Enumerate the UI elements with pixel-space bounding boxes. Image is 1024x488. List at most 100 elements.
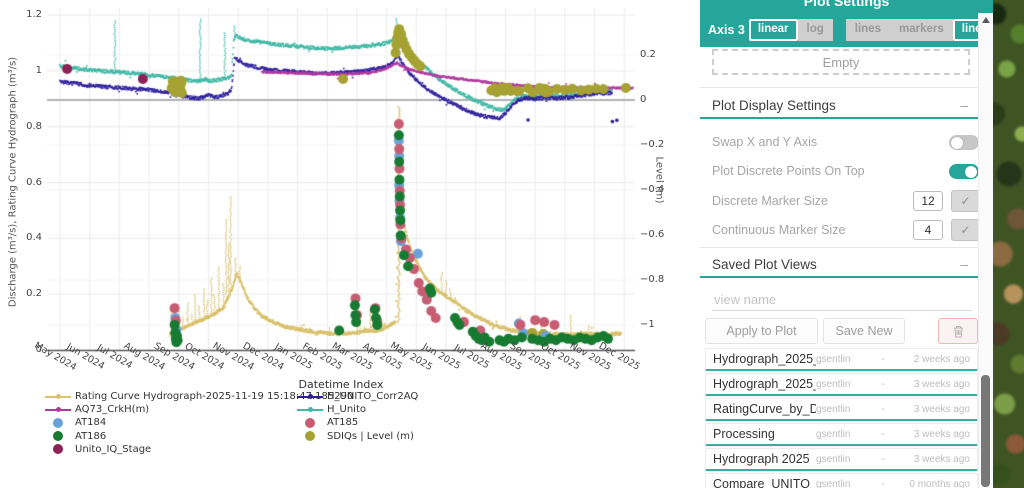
legend-label: H_Unito [327,404,366,416]
save-new-button[interactable]: Save New [823,318,905,344]
swap-axis-toggle[interactable] [949,135,979,150]
saved-views-list: Hydrograph_2025_wHUnitogsentlin-2 weeks … [705,348,978,488]
saved-view-rd: - [881,453,885,465]
saved-view-rd: - [881,403,885,415]
right-axis-title: Level (m) [653,156,665,204]
legend-item[interactable]: AQ73_CrkH(m) [45,404,149,415]
legend-swatch [297,417,323,428]
saved-view-row[interactable]: Compare_UNITO gsentlin - 0 months ago [705,473,978,488]
y-right-tick-label: −0.4 [640,184,665,195]
collapse-icon[interactable]: – [960,257,968,272]
saved-view-rn: Compare_UNITO [713,477,811,488]
section-title: Plot Display Settings [712,98,836,113]
scroll-up-arrow[interactable] [982,17,990,23]
legend-label: AT184 [75,417,107,429]
legend-item[interactable]: SDIQs | Level (m) [297,431,414,442]
section-underline [700,276,985,278]
saved-view-ra: 2 weeks ago [913,353,970,365]
plot-area: Discharge (m³/s), Rating Curve Hydrograp… [0,0,690,488]
view-name-input[interactable] [712,288,972,311]
collapse-icon[interactable]: – [960,98,968,113]
legend-item[interactable]: AT186 [45,431,106,442]
saved-view-rn: Processing [713,427,775,441]
legend-label: SDIQs | Level (m) [327,430,414,442]
saved-view-row[interactable]: Processing gsentlin - 3 weeks ago [705,423,978,446]
section-underline [700,117,985,119]
mode-option-markers[interactable]: markers [890,19,953,41]
legend-item[interactable]: AT185 [297,417,358,428]
divider [700,87,978,88]
plot-settings-panel: Plot Settings Axis 3 linear log lines mark… [700,0,1024,488]
legend-swatch [297,431,323,442]
section-title: Saved Plot Views [712,257,817,272]
legend-label: AQ73_CrkH(m) [75,404,150,416]
continuous-size-input[interactable] [913,220,943,240]
saved-view-ra: 3 weeks ago [913,403,970,415]
saved-view-row[interactable]: Hydrograph 2025 gsentlin - 3 weeks ago [705,448,978,471]
saved-view-row[interactable]: RatingCurve_by_Devicegsentlin - 3 weeks ag… [705,398,978,421]
toggle-knob [965,165,977,178]
discrete-size-input[interactable] [913,191,943,211]
mode-option-lines[interactable]: lines [845,19,890,41]
legend-label: AT185 [327,417,359,429]
saved-view-ra: 3 weeks ago [913,378,970,390]
y-right-tick-label: 0 [640,94,647,105]
y-left-tick-label: 0.2 [26,288,42,300]
saved-view-rn: Hydrograph_2025_wHUnito [713,352,816,366]
legend-swatch [45,392,71,402]
saved-plot-views-header: Saved Plot Views – [712,257,968,272]
y-right-tick-label: −0.2 [640,139,665,150]
saved-view-ra: 3 weeks ago [913,453,970,465]
y-left-tick-label: 0.6 [26,176,42,188]
x-axis-title: Datetime Index [298,378,384,391]
saved-view-ro: gsentlin [816,378,851,390]
y-right-tick-label: 0.2 [640,49,656,60]
legend-label: AT186 [75,430,107,442]
panel-scrollbar-thumb[interactable] [981,375,990,487]
y-right-tick-label: −1 [640,319,655,330]
legend-swatch [45,431,71,442]
saved-view-ra: 0 months ago [909,478,970,488]
discrete-size-apply-button[interactable]: ✓ [951,190,980,212]
scale-option-log[interactable]: log [797,19,833,41]
saved-view-rn: RatingCurve_by_Device [713,402,816,416]
foliage-image [993,0,1024,488]
saved-view-rd: - [881,428,885,440]
y-left-tick-label: 0.8 [26,120,42,132]
saved-view-row[interactable]: Hydrograph_2025_wECTgsentlin - 3 weeks ago [705,373,978,396]
legend-item[interactable]: Rating Curve Hydrograph-2025-11-19 15:18… [45,391,353,402]
plot-canvas[interactable] [0,0,690,488]
axis3-drop-zone[interactable]: Empty [712,49,970,75]
swap-axis-label: Swap X and Y Axis [712,135,818,149]
delete-view-button[interactable] [938,318,978,344]
axis3-label: Axis 3 [708,23,745,37]
saved-view-rd: - [881,353,885,365]
apply-to-plot-button[interactable]: Apply to Plot [705,318,818,344]
panel-title: Plot Settings [803,0,890,9]
legend-item[interactable]: H_UNITO_Corr2AQ [297,391,418,402]
discrete-on-top-label: Plot Discrete Points On Top [712,164,865,178]
legend-item[interactable]: H_Unito [297,404,366,415]
y-left-tick-label: 1 [35,65,42,76]
continuous-size-apply-button[interactable]: ✓ [951,219,980,241]
trash-icon [953,325,963,337]
legend-item[interactable]: AT184 [45,417,106,428]
saved-view-rd: - [881,478,885,488]
toggle-knob [951,136,963,149]
scale-option-linear[interactable]: linear [748,19,798,41]
legend-swatch [45,444,71,455]
saved-view-rn: Hydrograph_2025_wECT [713,377,816,391]
discrete-on-top-toggle[interactable] [949,164,979,179]
panel-scrollbar-track[interactable] [978,13,993,488]
axis-scale-segment: linear log [748,19,833,41]
legend-item[interactable]: Unito_IQ_Stage [45,444,151,455]
legend-swatch [45,417,71,428]
saved-view-row[interactable]: Hydrograph_2025_wHUnitogsentlin - 2 weeks … [705,348,978,371]
divider [700,247,978,248]
saved-view-ro: gsentlin [816,478,851,488]
y-left-tick-label: 0 [35,344,42,355]
y-right-tick-label: −0.6 [640,229,665,240]
legend-label: Unito_IQ_Stage [75,443,152,455]
legend-swatch [297,405,323,415]
